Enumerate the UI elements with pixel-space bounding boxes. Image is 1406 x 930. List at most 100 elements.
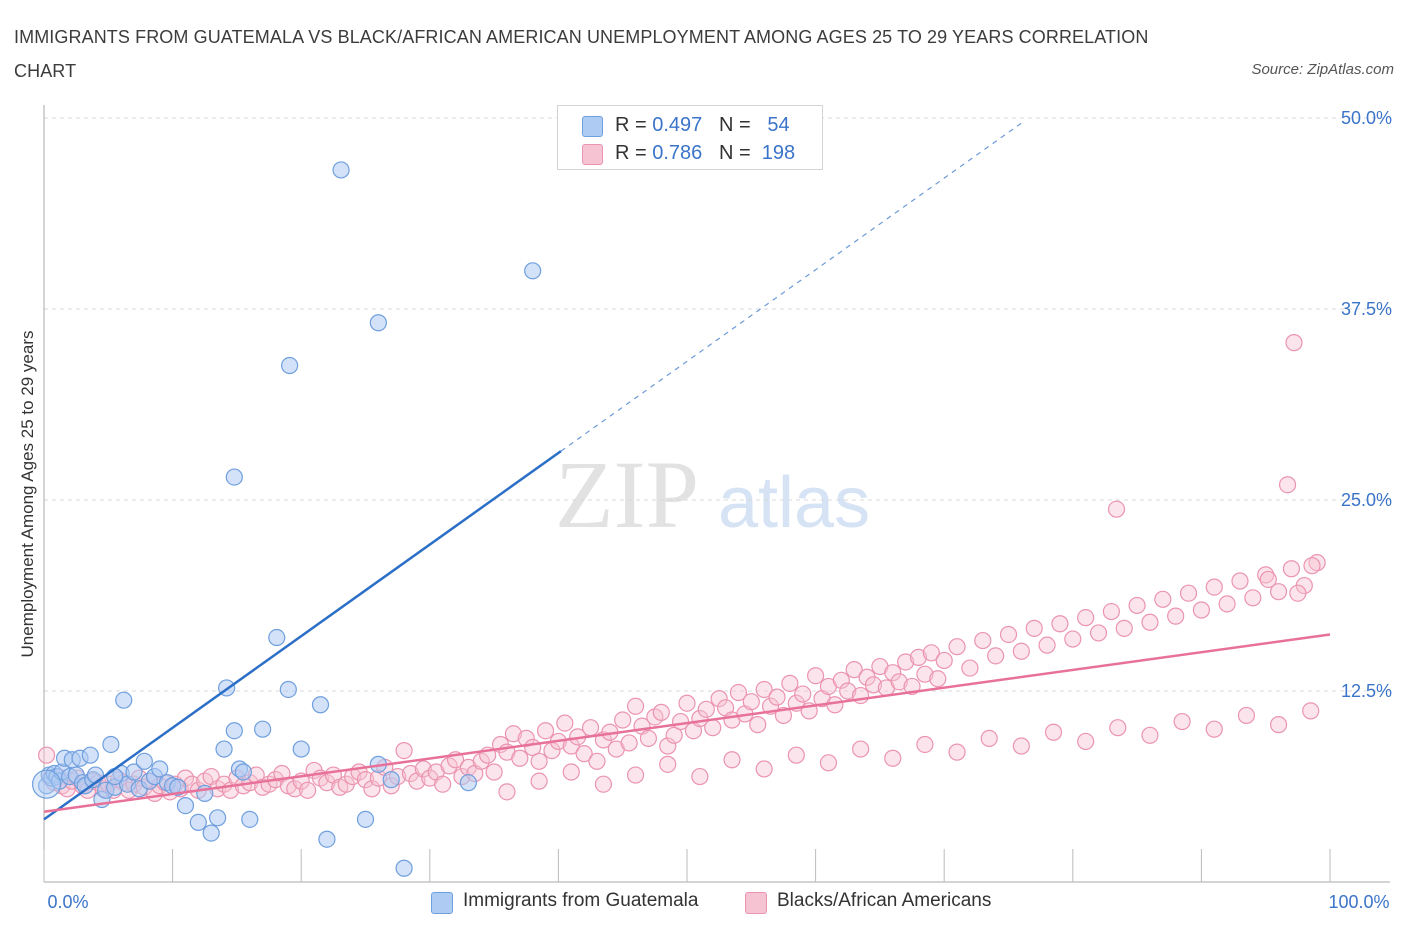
data-point-guatemala — [115, 691, 133, 709]
y-tick-labels: 12.5% 25.0% 37.5% 50.0% — [1341, 108, 1392, 701]
data-point-blacks — [588, 752, 606, 770]
data-point-blacks — [1044, 723, 1063, 741]
data-point-blacks — [1302, 702, 1320, 720]
data-point-blacks — [530, 752, 548, 770]
data-point-blacks — [1128, 596, 1146, 615]
legend-n-value: 198 — [761, 142, 796, 164]
data-point-blacks — [691, 767, 709, 786]
data-point-blacks — [1077, 609, 1095, 627]
data-point-blacks — [755, 760, 773, 778]
data-point-blacks — [626, 766, 645, 784]
data-point-blacks — [806, 667, 825, 685]
data-point-blacks — [1257, 566, 1275, 584]
data-point-blacks — [562, 763, 580, 781]
blacks-african-americans-points — [37, 334, 1326, 802]
data-point-blacks — [665, 726, 683, 744]
data-point-guatemala — [234, 763, 252, 781]
data-point-blacks — [594, 775, 613, 793]
y-tick-label: 25.0% — [1341, 490, 1392, 510]
data-point-blacks — [826, 696, 844, 714]
data-point-blacks — [299, 781, 317, 799]
data-point-blacks — [1154, 590, 1172, 608]
data-point-guatemala — [215, 740, 233, 758]
legend-r-value: 0.497 — [652, 114, 703, 136]
watermark-atlas: atlas — [718, 463, 870, 543]
axes — [43, 105, 1390, 883]
data-point-blacks — [434, 775, 452, 793]
data-point-blacks — [614, 711, 632, 729]
data-point-blacks — [511, 749, 529, 767]
data-point-blacks — [1173, 712, 1191, 731]
data-point-blacks — [504, 725, 522, 743]
data-point-blacks — [440, 757, 458, 775]
data-point-blacks — [768, 688, 786, 706]
data-point-blacks — [890, 673, 908, 691]
data-point-blacks — [916, 735, 934, 754]
data-point-blacks — [1089, 624, 1108, 642]
data-point-guatemala — [225, 468, 243, 486]
data-point-guatemala — [524, 262, 542, 280]
data-point-blacks — [819, 754, 838, 772]
chart-title: IMMIGRANTS FROM GUATEMALA VS BLACK/AFRIC… — [14, 27, 1149, 81]
data-point-blacks — [929, 670, 947, 688]
y-axis-label: Unemployment Among Ages 25 to 29 years — [18, 331, 37, 658]
data-point-blacks — [626, 697, 645, 715]
data-point-guatemala — [189, 813, 207, 832]
data-point-blacks — [974, 631, 992, 650]
data-point-blacks — [395, 741, 413, 760]
x-tick-labels: 0.0% 100.0% — [47, 892, 1389, 912]
data-point-guatemala — [31, 769, 62, 799]
trend-lines — [43, 119, 1331, 821]
data-point-guatemala — [332, 161, 350, 179]
data-point-blacks — [1012, 642, 1030, 660]
data-point-blacks — [1038, 636, 1056, 654]
data-point-blacks — [948, 743, 966, 761]
legend-swatch-pink — [582, 144, 603, 165]
data-point-blacks — [852, 740, 870, 758]
data-point-blacks — [697, 700, 715, 718]
correlation-legend: R = 0.497 N = 54 R = 0.786 N = 198 — [557, 105, 823, 170]
data-point-blacks — [1192, 601, 1211, 619]
data-point-blacks — [935, 651, 953, 670]
data-point-blacks — [659, 755, 677, 773]
trend-line-guatemala-projection — [560, 119, 1026, 452]
data-point-blacks — [472, 752, 490, 770]
legend-n-label: N = — [718, 142, 751, 164]
data-point-blacks — [948, 638, 966, 656]
data-point-guatemala — [102, 735, 120, 754]
legend-r-value: 0.786 — [652, 142, 703, 164]
data-point-blacks — [755, 680, 773, 699]
legend-swatch-blue — [582, 116, 603, 137]
data-point-blacks — [723, 751, 741, 769]
data-point-blacks — [1205, 578, 1223, 596]
data-point-blacks — [363, 780, 381, 798]
data-point-blacks — [1141, 726, 1159, 744]
data-point-blacks — [1218, 595, 1236, 613]
data-point-guatemala — [279, 680, 297, 699]
data-point-guatemala — [169, 778, 187, 796]
data-point-blacks — [1115, 619, 1133, 637]
guatemala-points — [31, 161, 542, 877]
trend-line-guatemala — [43, 450, 562, 821]
data-point-blacks — [749, 716, 767, 734]
data-point-guatemala — [292, 740, 310, 758]
data-point-blacks — [1109, 719, 1127, 737]
data-point-guatemala — [151, 760, 169, 778]
data-point-blacks — [884, 749, 902, 767]
data-point-guatemala — [176, 796, 195, 815]
data-point-blacks — [1167, 607, 1185, 625]
data-point-guatemala — [81, 746, 99, 764]
data-point-blacks — [897, 653, 915, 671]
data-point-blacks — [1259, 570, 1277, 589]
data-point-blacks — [839, 682, 857, 700]
data-point-blacks — [414, 760, 432, 778]
data-point-guatemala — [459, 774, 477, 792]
watermark: ZIP atlas — [555, 441, 870, 548]
data-point-blacks — [620, 734, 638, 752]
data-point-blacks — [1303, 557, 1321, 575]
data-point-blacks — [922, 644, 940, 662]
data-point-blacks — [1205, 720, 1223, 738]
y-tick-label: 12.5% — [1341, 681, 1392, 701]
data-point-blacks — [1231, 572, 1249, 590]
data-point-blacks — [1308, 554, 1326, 572]
